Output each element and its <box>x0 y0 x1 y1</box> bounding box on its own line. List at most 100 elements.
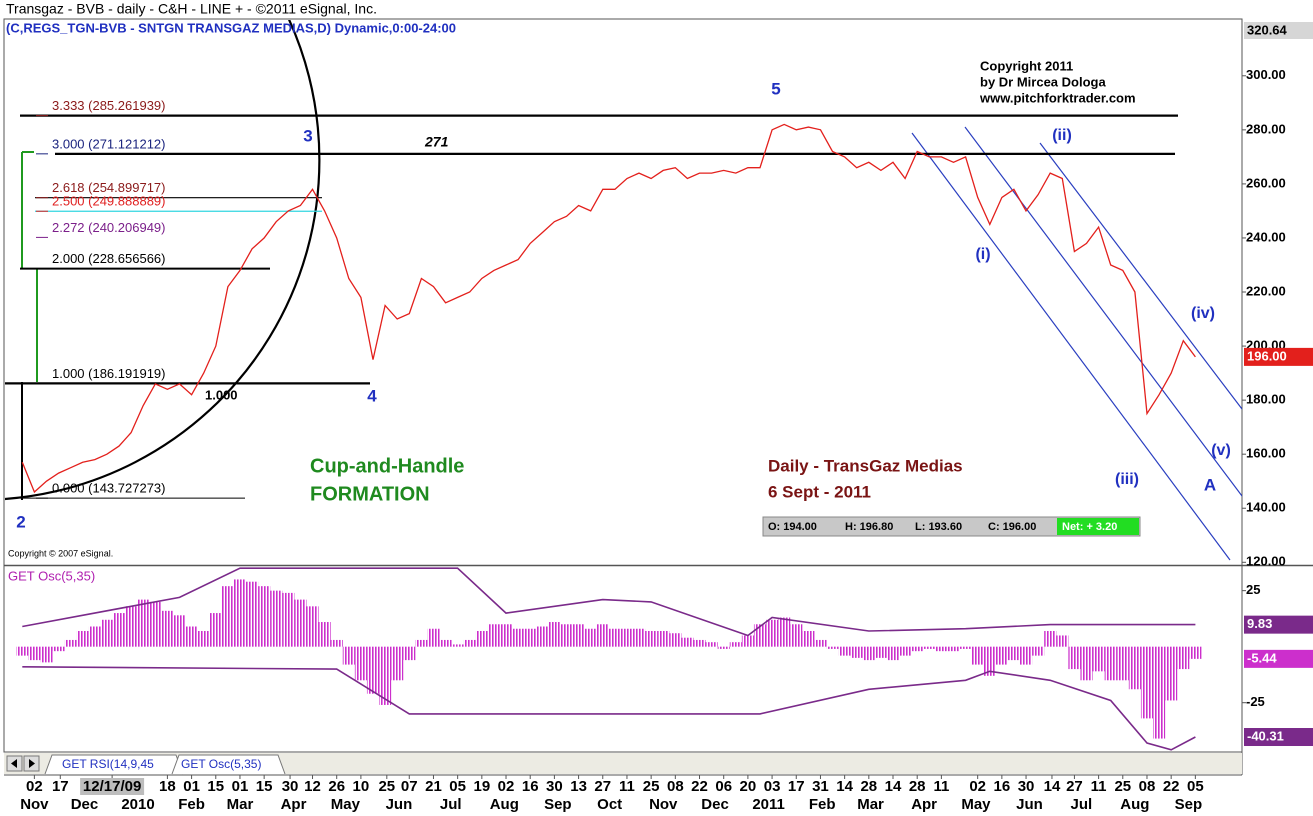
osc-bar <box>161 610 174 647</box>
annotation: (iii) <box>1115 471 1139 488</box>
x-tick-label: 13 <box>570 778 587 795</box>
x-month-label: Mar <box>857 796 884 813</box>
osc-bar <box>40 646 53 663</box>
x-tick-label: 19 <box>473 778 490 795</box>
osc-bar <box>959 646 972 649</box>
osc-bar <box>1104 646 1117 681</box>
osc-bar <box>983 646 996 676</box>
osc-marker <box>1244 728 1313 747</box>
y-tick-label: 25 <box>1246 582 1260 597</box>
x-tick-label: 11 <box>619 778 635 795</box>
x-tick-label: 28 <box>860 778 877 795</box>
x-tick-label: 21 <box>425 778 442 795</box>
x-tick-label: 25 <box>1114 778 1131 795</box>
osc-bar <box>911 646 924 652</box>
x-month-label: Mar <box>227 796 254 813</box>
osc-bar <box>427 628 440 647</box>
x-tick-label: 08 <box>667 778 684 795</box>
osc-bar <box>16 646 29 656</box>
annotation: Cup-and-Handle <box>310 455 464 477</box>
osc-bar <box>379 646 392 705</box>
osc-bar <box>197 630 210 647</box>
annotation: 6 Sept - 2011 <box>768 482 871 501</box>
osc-bar <box>366 646 380 694</box>
x-month-label: Aug <box>1120 796 1149 813</box>
osc-bar <box>741 635 754 647</box>
x-tick-label: 14 <box>836 778 853 795</box>
tab-label[interactable]: GET Osc(5,35) <box>181 757 261 771</box>
osc-bar <box>1153 646 1166 739</box>
level-label: 2.000 (228.656566) <box>52 251 165 266</box>
annotation: (ii) <box>1052 127 1072 144</box>
osc-bar <box>778 617 791 647</box>
y-tick-label: 180.00 <box>1246 392 1286 407</box>
tab[interactable] <box>171 754 286 775</box>
cup-arc <box>5 20 321 501</box>
osc-marker-label: -5.44 <box>1247 650 1277 665</box>
osc-bar <box>499 624 513 647</box>
layer <box>16 567 1202 751</box>
x-tick-label: 20 <box>740 778 757 795</box>
y-tick-label: 300.00 <box>1246 67 1286 82</box>
level-label: 2.272 (240.206949) <box>52 220 165 235</box>
tab-label[interactable]: GET RSI(14,9,45 <box>62 757 154 771</box>
cursor-date-box <box>80 778 145 795</box>
osc-bar <box>536 626 549 647</box>
x-month-label: Nov <box>20 796 49 813</box>
osc-title: GET Osc(5,35) <box>8 568 95 583</box>
osc-bar <box>1080 646 1093 681</box>
osc-bar <box>608 628 621 647</box>
arrow-icon <box>29 759 35 768</box>
osc-bar <box>487 624 500 647</box>
osc-bar <box>1092 646 1105 672</box>
annotation: 4 <box>367 386 377 405</box>
x-month-label: Jul <box>1070 796 1092 813</box>
osc-bar <box>935 646 948 652</box>
x-tick-label: 28 <box>909 778 926 795</box>
osc-bar <box>657 630 670 647</box>
x-month-label: Dec <box>71 796 99 813</box>
osc-bar <box>1189 646 1202 659</box>
y-tick-label: 140.00 <box>1246 500 1286 515</box>
annotation: FORMATION <box>310 483 430 505</box>
ohlc-label: O: 194.00 <box>768 521 817 533</box>
x-tick-label: 10 <box>353 778 370 795</box>
annotation: Copyright © 2007 eSignal. <box>8 548 113 558</box>
x-tick-label: 31 <box>812 778 829 795</box>
osc-bar <box>560 624 573 647</box>
osc-bar <box>439 639 452 647</box>
x-tick-label: 17 <box>788 778 805 795</box>
osc-band <box>22 666 1196 751</box>
annotation: Daily - TransGaz Medias <box>768 456 963 475</box>
osc-bar <box>185 626 198 647</box>
osc-bar <box>814 639 827 647</box>
osc-bar <box>1068 646 1081 670</box>
ohlc-label: C: 196.00 <box>988 521 1036 533</box>
x-month-label: Jun <box>1016 796 1043 813</box>
tab-strip <box>4 753 1242 774</box>
x-tick-label: 11 <box>1091 778 1107 795</box>
annotation: 1.000 <box>205 387 238 402</box>
osc-bar <box>258 586 271 647</box>
y-tick-label: -25 <box>1246 694 1265 709</box>
osc-bar <box>137 599 150 647</box>
osc-bar <box>826 646 839 649</box>
osc-bar <box>233 579 247 647</box>
x-month-label: 2011 <box>752 796 785 813</box>
price-marker-label: 196.00 <box>1247 348 1287 363</box>
x-month-label: Feb <box>178 796 205 813</box>
osc-bar <box>899 646 912 656</box>
annotation: www.pitchforktrader.com <box>979 90 1136 105</box>
channel-line <box>1039 142 1242 411</box>
x-tick-label: 14 <box>1044 778 1061 795</box>
x-tick-label: 07 <box>401 778 418 795</box>
x-month-label: Sep <box>1175 796 1203 813</box>
osc-bar <box>1116 646 1129 681</box>
osc-bar <box>64 639 77 647</box>
x-month-label: Oct <box>597 796 622 813</box>
osc-bar <box>524 628 537 647</box>
x-month-label: Apr <box>281 796 307 813</box>
x-month-label: Apr <box>911 796 937 813</box>
